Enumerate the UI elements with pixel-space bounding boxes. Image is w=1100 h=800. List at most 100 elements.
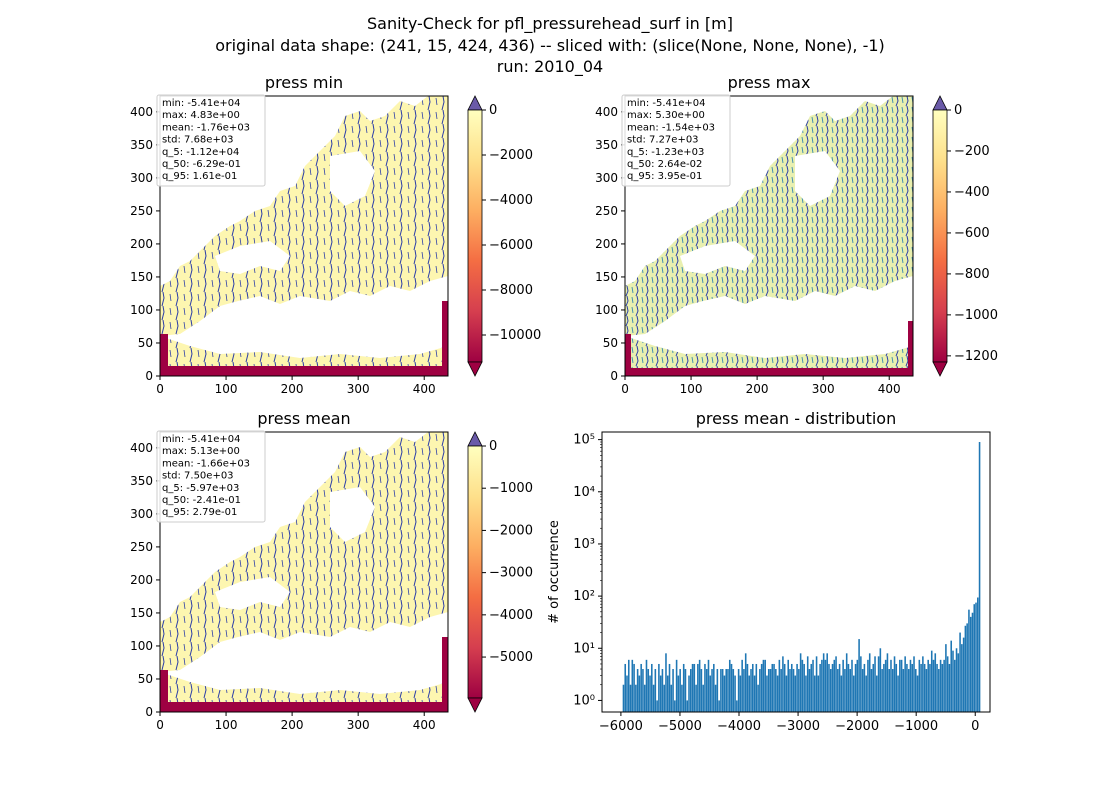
histogram-bar [782, 656, 784, 712]
histogram-bar [638, 675, 641, 712]
histogram-bar [860, 656, 862, 712]
colorbar-over-triangle [467, 431, 483, 447]
histogram-bar [916, 675, 919, 712]
sea-north [795, 151, 840, 206]
x-tick-label: 300 [812, 382, 835, 396]
histogram-bar [737, 669, 740, 712]
histogram-bar [861, 669, 864, 712]
histogram-bar [654, 669, 657, 712]
histogram-bar [870, 669, 873, 712]
histogram-bar [812, 659, 814, 712]
sea-mediterranean [220, 318, 435, 350]
histogram-bar [789, 669, 791, 712]
histogram-bar [900, 659, 903, 712]
stat-line: q_5: -1.12e+04 [162, 147, 239, 158]
colorbar: 0 −1000 −2000 −3000 −4000 −5000 [467, 431, 533, 713]
histogram-bar [741, 659, 743, 712]
x-tick-label: 0 [621, 382, 629, 396]
histogram-bar [711, 669, 713, 712]
land-mass [160, 96, 448, 336]
histogram-bar [936, 663, 938, 712]
histogram-bar [721, 669, 724, 712]
histogram-bar [897, 675, 899, 712]
histogram-bar [879, 648, 882, 712]
histogram-bar [847, 663, 850, 712]
stat-line: mean: -1.66e+03 [162, 458, 250, 469]
stat-line: q_95: 3.95e-01 [627, 171, 702, 182]
map-panel-press-max: 0 100 200 300 400 0 50 100 150 200 250 300 350 400 p… [595, 73, 998, 396]
histogram-bar [626, 675, 628, 712]
histogram-bar [693, 663, 696, 712]
x-tick-label: −3000 [776, 719, 820, 734]
stat-line: q_50: -6.29e-01 [162, 159, 241, 170]
x-tick-label: −5000 [658, 719, 702, 734]
y-axis: 10⁰ 10¹ 10² 10³ 10⁴ 10⁵ [573, 433, 602, 708]
histogram-bar [899, 659, 901, 712]
histogram-bar [714, 684, 717, 712]
y-tick-label: 10¹ [573, 641, 595, 656]
y-tick-label: 400 [595, 105, 618, 119]
histogram-bar [665, 653, 667, 712]
domain-edge-left [160, 670, 168, 712]
histogram-bar [932, 659, 935, 712]
histogram-bar [666, 675, 669, 712]
histogram-bar [698, 659, 701, 712]
histogram-bar [945, 644, 947, 712]
histogram-bar [955, 648, 958, 712]
histogram-bar [978, 442, 981, 712]
sea-mediterranean [220, 654, 435, 686]
histogram-bar [668, 663, 671, 712]
stat-line: max: 5.30e+00 [627, 110, 705, 121]
histogram-bar [867, 659, 869, 712]
histogram-bar [727, 669, 729, 712]
y-tick-label: 100 [130, 303, 153, 317]
x-tick-label: 400 [878, 382, 901, 396]
x-axis: 0 100 200 300 400 [621, 376, 901, 396]
histogram-bar [633, 663, 635, 712]
x-tick-label: 200 [746, 382, 769, 396]
y-tick-label: 400 [130, 441, 153, 455]
histogram-bar [837, 669, 839, 712]
histogram-bar [810, 663, 813, 712]
x-tick-label: 100 [215, 382, 238, 396]
map-title: press min [265, 73, 343, 92]
domain-edge-bottom [160, 702, 448, 712]
land-mass [625, 96, 913, 336]
histogram-bar [922, 656, 924, 712]
x-tick-label: −2000 [835, 719, 879, 734]
domain-edge-right [442, 301, 448, 376]
x-axis: 0 100 200 300 400 [156, 376, 436, 396]
colorbar-tick-label: 0 [489, 103, 497, 118]
x-tick-label: 0 [156, 718, 164, 732]
stat-line: std: 7.68e+03 [162, 135, 234, 146]
histogram-bar [868, 653, 871, 712]
histogram-bar [831, 663, 834, 712]
y-tick-label: 100 [595, 303, 618, 317]
figure-title: Sanity-Check for pfl_pressurehead_surf i… [215, 14, 885, 77]
histogram-bar [651, 663, 653, 712]
histogram-bar [968, 609, 970, 712]
domain-edge-left [160, 334, 168, 376]
colorbar-under-triangle [467, 361, 483, 377]
y-tick-label: 400 [130, 105, 153, 119]
histogram-bar [656, 700, 658, 712]
y-axis: 0 50 100 150 200 250 300 350 400 [130, 105, 160, 383]
histogram-bar [771, 663, 774, 712]
histogram-bar [689, 669, 692, 712]
histogram-bar [890, 659, 892, 712]
histogram-bar [938, 669, 940, 712]
colorbar-tick-label: −400 [954, 185, 990, 200]
y-tick-label: 10⁰ [573, 693, 595, 708]
histogram-bar [835, 656, 837, 712]
histogram-bar [725, 669, 727, 712]
colorbar-tick-label: 0 [489, 439, 497, 454]
histogram-bar [752, 663, 754, 712]
colorbar-over-triangle [932, 95, 948, 111]
colorbar-tick-label: −2000 [489, 148, 533, 163]
histogram-bar [700, 669, 703, 712]
histogram-bar [815, 656, 818, 712]
histogram-bar [826, 653, 828, 712]
histogram-bar [720, 669, 722, 712]
histogram-title: press mean - distribution [696, 409, 896, 428]
